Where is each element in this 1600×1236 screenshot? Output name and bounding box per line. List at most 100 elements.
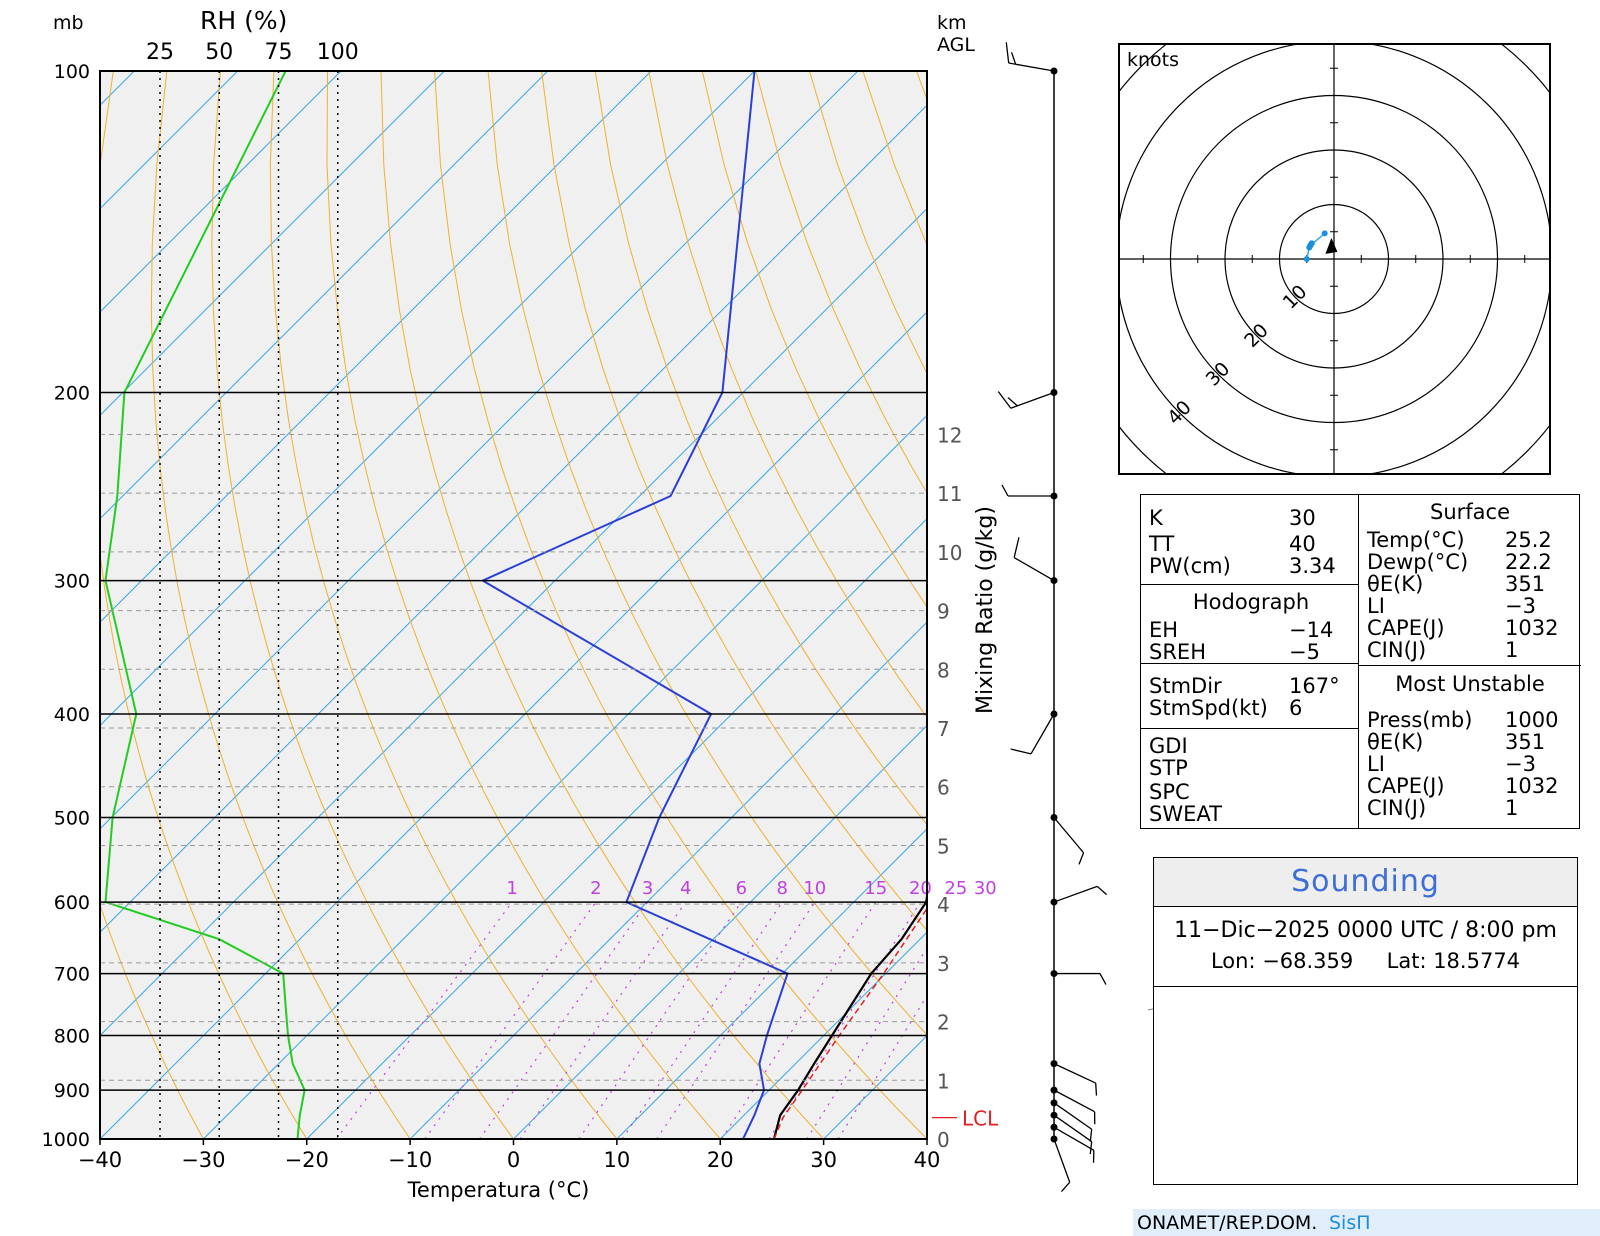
dry-adiabat-line <box>487 71 927 1036</box>
sweat-label: SWEAT <box>1149 802 1222 826</box>
height-km-label: 8 <box>937 658 950 682</box>
height-km-label: 4 <box>937 893 950 917</box>
surface-li-value: −3 <box>1505 594 1536 618</box>
surface-cape-label: CAPE(J) <box>1367 616 1445 640</box>
x-tick-label: 40 <box>914 1148 941 1172</box>
mixing-ratio-label: 20 <box>909 878 932 899</box>
pressure-label: 500 <box>54 807 90 829</box>
mu-cape-value: 1032 <box>1505 774 1559 798</box>
pressure-unit-label: mb <box>53 12 84 34</box>
mu-li-value: −3 <box>1505 752 1536 776</box>
wind-barb <box>1053 1138 1071 1193</box>
mu-thetae-label: θE(K) <box>1367 730 1424 754</box>
wind-barb <box>1053 885 1108 903</box>
mu-cin-value: 1 <box>1505 796 1519 820</box>
rh-tick-label: 25 <box>146 40 174 65</box>
sreh-value: −5 <box>1289 640 1320 664</box>
isotherm-line <box>409 621 927 1139</box>
x-tick-label: −40 <box>78 1148 122 1172</box>
height-km-label: 6 <box>937 776 950 800</box>
surface-cin-label: CIN(J) <box>1367 638 1427 662</box>
k-value: 30 <box>1289 506 1316 530</box>
footer-brand: SisΠ <box>1329 1212 1371 1234</box>
x-tick-label: 20 <box>707 1148 734 1172</box>
isotherm-line <box>100 207 927 1037</box>
gdi-label: GDI <box>1149 734 1188 758</box>
eh-value: −14 <box>1289 618 1334 642</box>
x-tick-label: −10 <box>388 1148 432 1172</box>
dry-adiabat-line <box>380 71 824 1139</box>
stmdir-label: StmDir <box>1149 674 1222 698</box>
mixing-ratio-line <box>424 901 597 1139</box>
mu-press-label: Press(mb) <box>1367 708 1473 732</box>
surface-li-label: LI <box>1367 594 1385 618</box>
pressure-label: 800 <box>54 1026 90 1048</box>
dry-adiabat-line <box>100 71 308 1139</box>
mixing-ratio-line <box>519 901 687 1139</box>
mixing-ratio-label: 8 <box>777 878 788 899</box>
wind-barb <box>1013 537 1055 582</box>
wind-barb <box>1053 1102 1093 1142</box>
height-km-label: 3 <box>937 952 950 976</box>
dry-adiabat-line <box>150 71 411 1139</box>
wind-barb <box>1053 817 1085 865</box>
footer-org: ONAMET/REP.DOM. <box>1137 1212 1318 1234</box>
wind-barb <box>1001 484 1054 497</box>
dry-adiabat-line <box>434 71 927 1139</box>
x-tick-label: −20 <box>285 1148 329 1172</box>
rh-tick-label: 100 <box>317 40 359 65</box>
hodograph-point <box>1306 244 1313 251</box>
x-tick-label: 0 <box>507 1148 520 1172</box>
dry-adiabat-line <box>648 71 927 718</box>
isotherm-line <box>100 71 859 830</box>
surface-thetae-value: 351 <box>1505 572 1546 596</box>
height-km-label: 11 <box>937 482 962 506</box>
isotherm-line <box>616 828 927 1139</box>
mixing-ratio-label: 4 <box>680 878 691 899</box>
wind-profile <box>997 42 1108 1193</box>
pressure-label: 700 <box>54 964 90 986</box>
surface-dewp-label: Dewp(°C) <box>1367 550 1469 574</box>
x-axis-title: Temperatura (°C) <box>407 1178 590 1202</box>
k-label: K <box>1149 506 1163 530</box>
spc-label: SPC <box>1149 780 1190 804</box>
pw-value: 3.34 <box>1289 554 1336 578</box>
tt-value: 40 <box>1289 532 1316 556</box>
stp-label: STP <box>1149 756 1188 780</box>
mixing-ratio-label: 10 <box>803 878 826 899</box>
dry-adiabat-line <box>326 71 721 1139</box>
sounding-location: Lon: −68.359 Lat: 18.5774 <box>1210 949 1521 973</box>
mixing-ratio-label: 2 <box>590 878 601 899</box>
wind-barb <box>1053 1063 1098 1096</box>
wind-barb <box>997 391 1055 409</box>
sounding-datetime: 11−Dic−2025 0000 UTC / 8:00 pm <box>1174 918 1557 943</box>
sounding-panel: Sounding 11−Dic−2025 0000 UTC / 8:00 pm … <box>1153 857 1578 1185</box>
isotherm-line <box>100 71 342 313</box>
wind-barb <box>1053 1089 1096 1125</box>
dry-adiabat-line <box>269 71 618 1139</box>
mixing-ratio-label: 30 <box>974 878 997 899</box>
footer-bar: ONAMET/REP.DOM. SisΠ <box>1133 1209 1600 1236</box>
surface-thetae-label: θE(K) <box>1367 572 1424 596</box>
height-km-label: 1 <box>937 1069 950 1093</box>
storm-motion-arrow <box>1325 237 1338 254</box>
stmspd-label: StmSpd(kt) <box>1149 696 1268 720</box>
mu-cape-label: CAPE(J) <box>1367 774 1445 798</box>
height-km-label: 5 <box>937 834 950 858</box>
isotherm-line <box>100 104 927 933</box>
height-km-label: 12 <box>937 423 962 447</box>
wind-barb <box>1054 972 1107 985</box>
height-agl-label: AGL <box>937 34 975 56</box>
isotherm-line <box>203 414 927 1139</box>
height-km-label: 7 <box>937 717 950 741</box>
mu-thetae-value: 351 <box>1505 730 1546 754</box>
eh-label: EH <box>1149 618 1179 642</box>
rh-tick-label: 50 <box>205 40 233 65</box>
surface-header: Surface <box>1429 500 1510 524</box>
temperature-profile-line <box>772 889 927 1139</box>
height-km-label: 9 <box>937 600 950 624</box>
height-km-label: 10 <box>937 541 962 565</box>
rh-tick-label: 75 <box>265 40 293 65</box>
tt-label: TT <box>1149 532 1175 556</box>
